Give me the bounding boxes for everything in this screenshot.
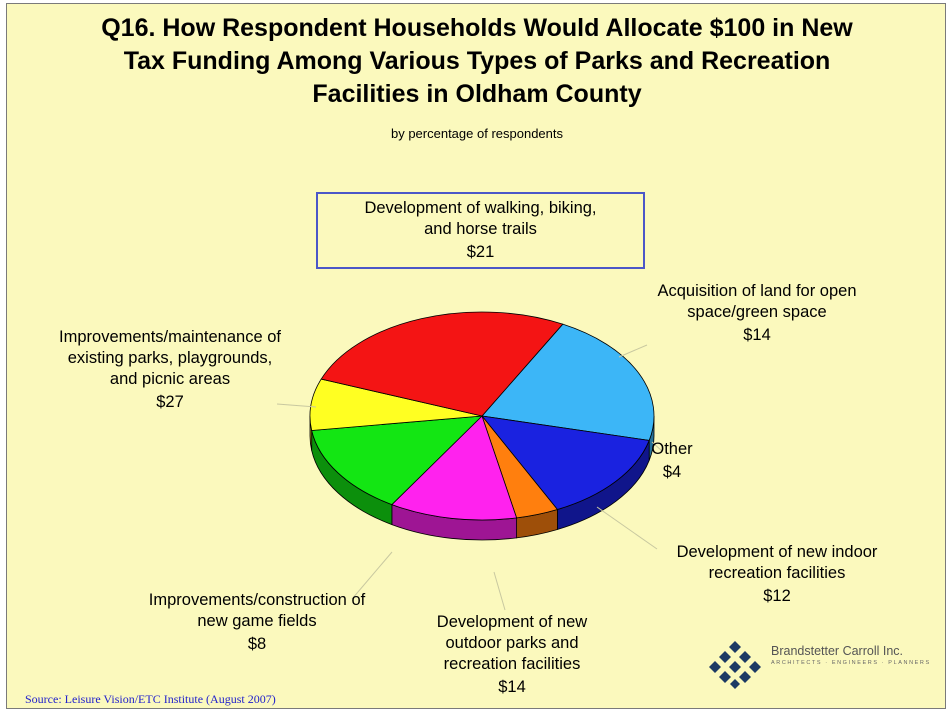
slice-label-land: Acquisition of land for open space/green…: [627, 281, 887, 346]
pie-slice-trails: [481, 323, 655, 441]
slice-label-existing: Improvements/maintenance of existing par…: [35, 327, 305, 413]
slice-value-other: $4: [662, 463, 682, 481]
slice-label-other: Other $4: [647, 439, 697, 483]
chart-subtitle: by percentage of respondents: [390, 126, 563, 141]
chart-title: Q16. How Respondent Households Would All…: [7, 12, 945, 111]
slice-label-trails-line-1: Development of walking, biking,: [364, 199, 597, 217]
slice-label-trails: Development of walking, biking, and hors…: [316, 192, 645, 269]
slide-canvas: Q16. How Respondent Households Would All…: [6, 3, 946, 709]
title-line-2: Tax Funding Among Various Types of Parks…: [123, 47, 831, 75]
slice-label-trails-line-2: and horse trails: [424, 220, 537, 238]
title-line-3: Facilities in Oldham County: [312, 80, 642, 108]
pie-chart: [276, 311, 663, 611]
slice-label-fields: Improvements/construction of new game fi…: [117, 590, 397, 655]
slice-label-outdoor-line-1: Development of new: [436, 613, 588, 631]
leader-line-other: [651, 441, 663, 452]
brand-name: Brandstetter Carroll Inc.: [771, 644, 903, 658]
slice-label-outdoor: Development of new outdoor parks and rec…: [412, 612, 612, 698]
slice-label-land-line-1: Acquisition of land for open: [657, 282, 857, 300]
pie-slice-outdoor: [311, 415, 484, 506]
leader-line-existing: [276, 403, 317, 408]
leader-line-indoor: [596, 506, 658, 550]
slice-label-other-line-1: Other: [651, 440, 693, 458]
brand-tagline: ARCHITECTS · ENGINEERS · PLANNERS: [771, 660, 931, 666]
slice-label-outdoor-line-3: recreation facilities: [443, 655, 581, 673]
leader-line-outdoor: [493, 571, 506, 611]
source-note: Source: Leisure Vision/ETC Institute (Au…: [25, 692, 276, 706]
slice-label-land-line-2: space/green space: [687, 303, 827, 321]
slice-label-indoor-line-1: Development of new indoor: [676, 543, 878, 561]
title-line-1: Q16. How Respondent Households Would All…: [101, 14, 853, 42]
pie-slice-land: [481, 415, 650, 510]
brand-logo-icon: [709, 641, 761, 689]
slice-value-existing: $27: [156, 393, 184, 411]
slice-value-trails: $21: [466, 243, 495, 261]
slice-label-indoor: Development of new indoor recreation fac…: [647, 542, 907, 607]
pie-slice-indoor: [391, 415, 518, 521]
slice-value-outdoor: $14: [498, 678, 526, 696]
slice-label-indoor-line-2: recreation facilities: [708, 564, 846, 582]
slice-label-fields-line-2: new game fields: [197, 612, 317, 630]
slice-label-existing-line-1: Improvements/maintenance of: [59, 328, 281, 346]
slice-value-indoor: $12: [763, 587, 791, 605]
slice-label-outdoor-line-2: outdoor parks and: [445, 634, 579, 652]
leader-line-land: [618, 344, 648, 358]
slice-value-fields: $8: [247, 635, 267, 653]
leader-line-fields: [351, 551, 393, 600]
slice-label-existing-line-2: existing parks, playgrounds,: [67, 349, 273, 367]
slice-value-land: $14: [743, 326, 771, 344]
slice-label-existing-line-3: and picnic areas: [109, 370, 231, 388]
pie-slice-existing: [320, 311, 564, 417]
slice-label-fields-line-1: Improvements/construction of: [148, 591, 366, 609]
